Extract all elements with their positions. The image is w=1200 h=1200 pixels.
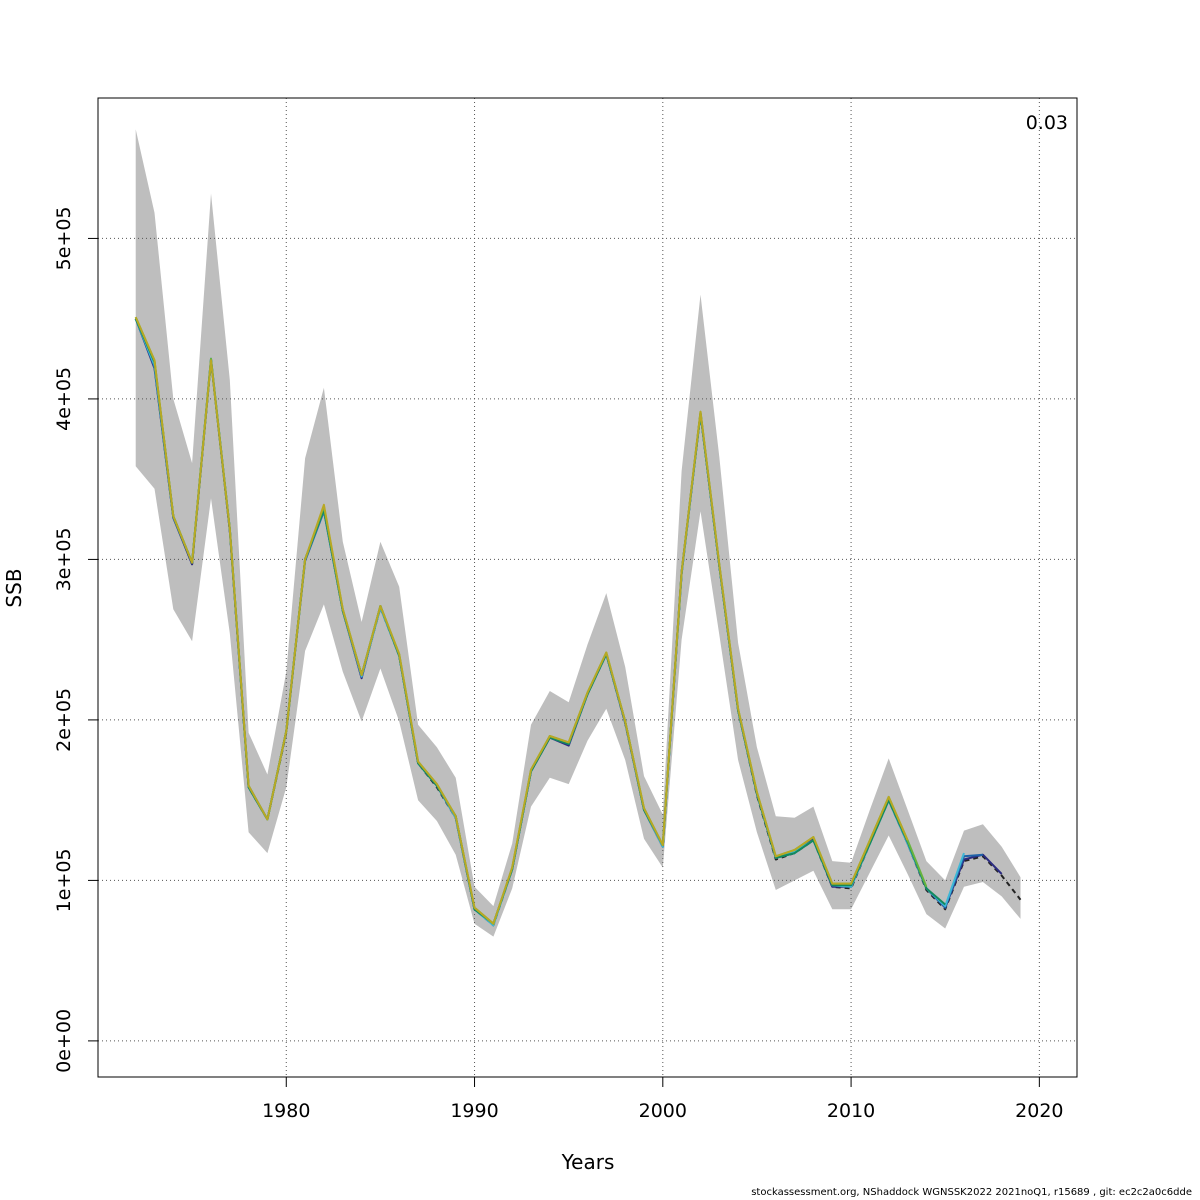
confidence-band-layer (135, 129, 1021, 937)
corner-annotation: 0.03 (1026, 112, 1068, 134)
y-tick-label: 4e+05 (53, 367, 75, 431)
y-tick-label: 2e+05 (53, 688, 75, 752)
y-tick-label: 5e+05 (53, 206, 75, 270)
confidence-band (135, 129, 1021, 937)
x-axis-title: Years (561, 1150, 615, 1174)
plot-frame (97, 97, 1078, 1078)
y-tick-label: 0e+00 (53, 1009, 75, 1073)
x-tick-label: 1980 (262, 1100, 310, 1122)
series-layer (134, 316, 1022, 927)
series-line-base (134, 316, 909, 925)
axis-layer: 1980 1990 2000 2010 2020 0e+00 1e+05 2e+05 3e+05… (53, 206, 1064, 1122)
x-tick-label: 2010 (827, 1100, 875, 1122)
y-tick-label: 1e+05 (53, 848, 75, 912)
x-tick-label: 2000 (639, 1100, 687, 1122)
x-tick-label: 1990 (450, 1100, 498, 1122)
y-tick-label: 3e+05 (53, 527, 75, 591)
x-tick-label: 2020 (1015, 1100, 1063, 1122)
grid-layer (98, 98, 1077, 1077)
footer-credit: stockassessment.org, NShaddock WGNSSK202… (751, 1187, 1192, 1198)
y-axis-title: SSB (2, 568, 26, 607)
